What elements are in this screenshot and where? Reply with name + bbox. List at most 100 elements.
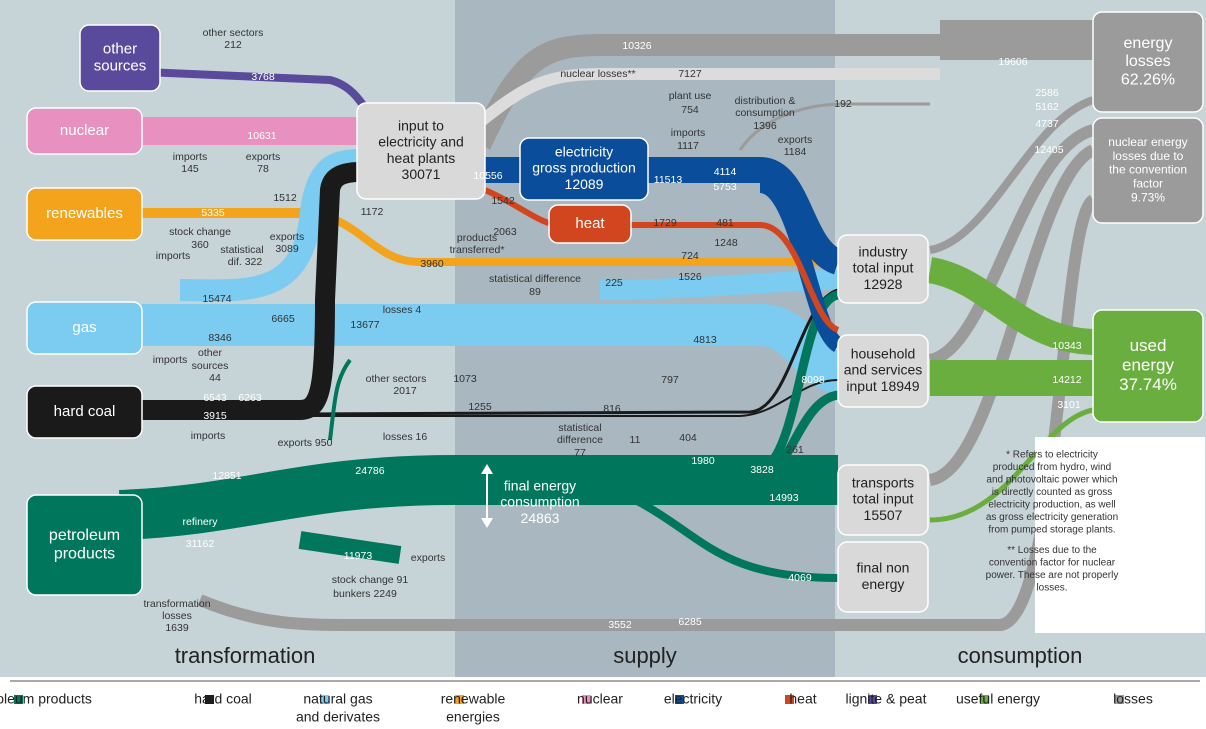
flow-label: 44 [209, 372, 221, 384]
flow-label: 1184 [784, 146, 807, 158]
flow-label: 225 [605, 277, 623, 289]
flow-label: exports [778, 134, 812, 146]
node-label: the convention [1109, 163, 1187, 177]
flow-label: refinery [182, 516, 218, 528]
flow-band [929, 96, 1095, 254]
flow-label: 6543 [203, 392, 227, 404]
flow-label: imports [173, 151, 207, 163]
node-label: nuclear energy [1108, 135, 1187, 149]
flow-band [758, 290, 840, 475]
flow-label: imports [671, 127, 705, 139]
flow-label: 77 [574, 447, 586, 459]
flow-label: losses 16 [383, 431, 428, 443]
node-label: household [851, 346, 916, 362]
flow-label: 6263 [238, 392, 262, 404]
node-label: 62.26% [1121, 72, 1175, 89]
node-box [837, 334, 929, 408]
flow-labels: other sectors212376810631imports145expor… [143, 27, 1081, 634]
node-box [26, 385, 143, 439]
node-box [1092, 309, 1204, 423]
legend-label: petroleum products [0, 691, 92, 707]
flow-label: 1172 [361, 206, 384, 218]
note-line: ** Losses due to the [1007, 545, 1097, 556]
flow-label: stock change [169, 226, 231, 238]
flow-label: 13677 [350, 319, 379, 331]
node-label: sources [94, 58, 147, 75]
flow-label: statistical difference [489, 273, 581, 285]
notes-box [1035, 437, 1205, 633]
flow-label: 2063 [493, 226, 517, 238]
arrow-head [481, 518, 493, 528]
flow-label: losses [162, 610, 192, 622]
flow-label: 3960 [420, 258, 444, 270]
node-label: losses due to [1113, 149, 1184, 163]
flow-band [328, 358, 352, 441]
legend: petroleum products hard coal natural gas an… [0, 691, 1153, 725]
flow-label: 11 [630, 434, 641, 446]
legend-label: energies [446, 709, 500, 725]
flow-label: dif. 322 [228, 256, 263, 268]
node-label: gas [72, 319, 96, 336]
legend-label: electricity [664, 691, 722, 707]
flow-band [927, 257, 1094, 355]
flow-label: 19606 [998, 56, 1027, 68]
node-label: 30071 [402, 166, 441, 182]
flow-band [142, 304, 843, 393]
node-label: used [1130, 336, 1167, 355]
node-label: final energy [504, 478, 576, 494]
note-line: electricity production, as well [988, 500, 1115, 511]
flow-band [179, 149, 361, 302]
flow-label: 4069 [788, 572, 812, 584]
flow-label: 14212 [1052, 374, 1081, 386]
node-label: energy [1122, 355, 1174, 374]
legend-label: hard coal [194, 691, 252, 707]
flow-label: 816 [603, 403, 621, 415]
node-label: factor [1133, 176, 1163, 190]
flow-band [928, 124, 1096, 366]
flow-label: 1512 [273, 192, 297, 204]
note-line: from pumped storage plants. [988, 525, 1115, 536]
flow-label: 4813 [693, 334, 717, 346]
node-box [1092, 117, 1204, 224]
flow-label: statistical [558, 422, 601, 434]
flow-label: nuclear losses** [560, 68, 635, 80]
node-label: electricity and [378, 134, 464, 150]
node-label: 24863 [521, 510, 560, 526]
node-label: consumption [500, 494, 579, 510]
flow-label: 3915 [203, 410, 227, 422]
node-box [26, 187, 143, 241]
node-box [26, 494, 143, 596]
legend-swatch [785, 695, 794, 704]
flow-label: 10343 [1052, 340, 1081, 352]
node-label: 12928 [864, 276, 903, 292]
flow-label: exports [411, 552, 445, 564]
node-label: total input [853, 260, 914, 276]
flow-label: 12405 [1034, 144, 1063, 156]
node-box [519, 137, 649, 201]
note-line: losses. [1036, 583, 1067, 594]
flow-label: 10556 [473, 170, 502, 182]
node-label: gross production [532, 160, 636, 176]
node-label: transports [852, 475, 914, 491]
flow-label: 1526 [678, 271, 702, 283]
flow-label: 145 [181, 163, 199, 175]
node-label: heat [575, 215, 605, 232]
node-label: final non [857, 560, 910, 576]
flow-label: 6285 [678, 616, 702, 628]
flow-label: 12851 [212, 470, 241, 482]
legend-swatch [14, 695, 23, 704]
legend-label: useful energy [956, 691, 1040, 707]
node-box [837, 464, 929, 536]
node-label: industry [858, 244, 907, 260]
legend-swatch [320, 695, 329, 704]
flow-label: 11973 [344, 550, 373, 562]
node-label: other [103, 40, 137, 57]
node-label: input 18949 [846, 378, 919, 394]
legend-label: heat [789, 691, 816, 707]
flow-label: 78 [257, 163, 269, 175]
flow-label: difference [557, 434, 603, 446]
legend-swatch [868, 695, 877, 704]
legend-label: lignite & peat [846, 691, 927, 707]
flow-band [929, 407, 1094, 523]
node-box [837, 234, 929, 304]
